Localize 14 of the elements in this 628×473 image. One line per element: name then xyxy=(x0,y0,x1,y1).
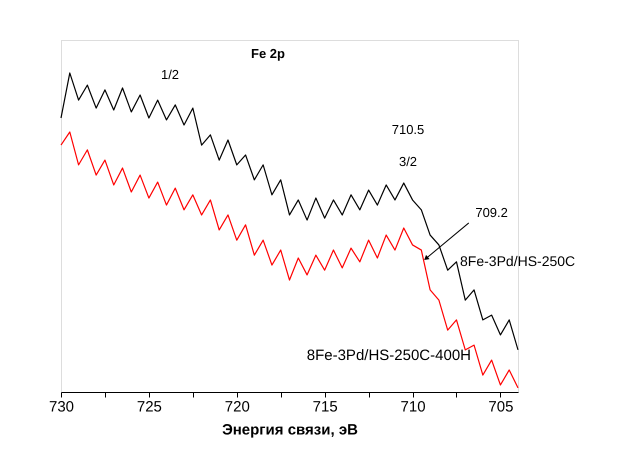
annotation: 709.2 xyxy=(475,205,508,220)
annotation: 3/2 xyxy=(398,154,418,169)
series-label: 8Fe-3Pd/HS-250C-400H xyxy=(306,347,471,364)
x-tick-label: 725 xyxy=(136,398,162,416)
x-tick-label: 730 xyxy=(48,398,74,416)
x-axis-title: Энергия связи, эВ xyxy=(222,422,358,438)
x-tick-label: 715 xyxy=(312,398,338,416)
annotation: 1/2 xyxy=(160,67,180,82)
x-tick-label: 710 xyxy=(400,398,426,416)
annotation: 710.5 xyxy=(392,122,424,137)
x-tick-label: 705 xyxy=(488,398,514,416)
chart-title: Fe 2p xyxy=(251,46,286,61)
legend-label: 8Fe-3Pd/HS-250C xyxy=(460,253,576,269)
x-tick-label: 720 xyxy=(224,398,250,416)
